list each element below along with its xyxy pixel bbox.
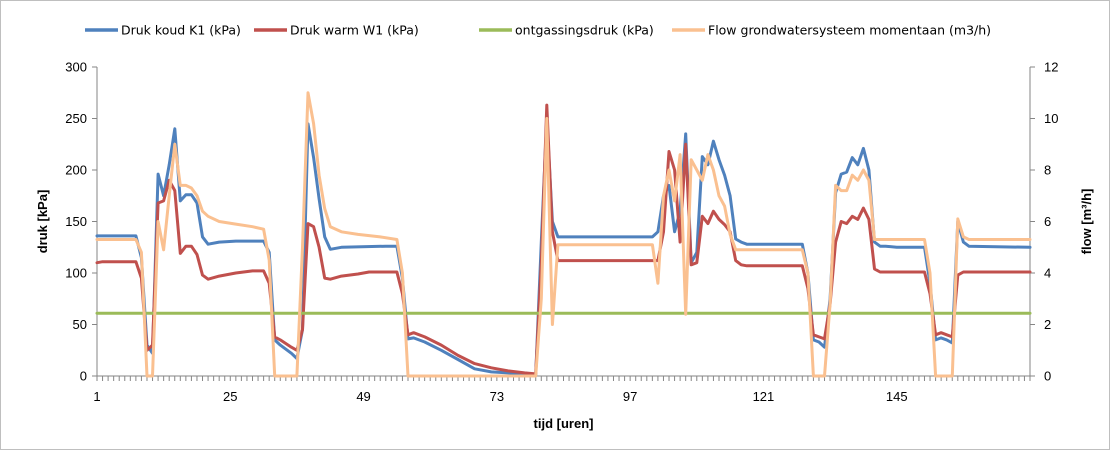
y-axis-right-tick-label: 2 (1044, 317, 1051, 332)
series-line-1 (95, 117, 1032, 377)
legend-label-2: Druk warm W1 (kPa) (290, 23, 419, 38)
y-axis-right-tick-label: 6 (1044, 214, 1051, 229)
x-axis-tick-label: 145 (886, 389, 908, 404)
y-axis-left-tick-label: 50 (73, 317, 87, 332)
y-axis-left-tick-label: 0 (80, 369, 87, 384)
y-axis-left-tick-label: 250 (65, 111, 87, 126)
legend-label-1: Druk koud K1 (kPa) (121, 23, 241, 38)
y-axis-right-tick-label: 4 (1044, 266, 1051, 281)
x-axis-tick-label: 1 (93, 389, 100, 404)
y-axis-left-title: druk [kPa] (35, 190, 50, 254)
y-axis-left-tick-label: 100 (65, 266, 87, 281)
y-axis-left-tick-label: 200 (65, 163, 87, 178)
y-axis-left-tick-label: 150 (65, 214, 87, 229)
x-axis-title: tijd [uren] (534, 416, 594, 431)
y-axis-left-tick-label: 300 (65, 60, 87, 75)
x-axis-tick-label: 25 (223, 389, 237, 404)
x-axis-tick-label: 73 (490, 389, 504, 404)
y-axis-right-title: flow [m³/h] (1079, 189, 1094, 255)
legend-label-3: ontgassingsdruk (kPa) (515, 23, 654, 38)
y-axis-right-tick-label: 12 (1044, 60, 1058, 75)
series-line-4 (95, 91, 1032, 378)
legend-label-4: Flow grondwatersysteem momentaan (m3/h) (708, 23, 991, 38)
y-axis-right-tick-label: 0 (1044, 369, 1051, 384)
y-axis-right-tick-label: 10 (1044, 111, 1058, 126)
y-axis-right-tick-label: 8 (1044, 163, 1051, 178)
x-axis-tick-label: 49 (356, 389, 370, 404)
x-axis-tick-label: 97 (623, 389, 637, 404)
x-axis-tick-label: 121 (753, 389, 775, 404)
